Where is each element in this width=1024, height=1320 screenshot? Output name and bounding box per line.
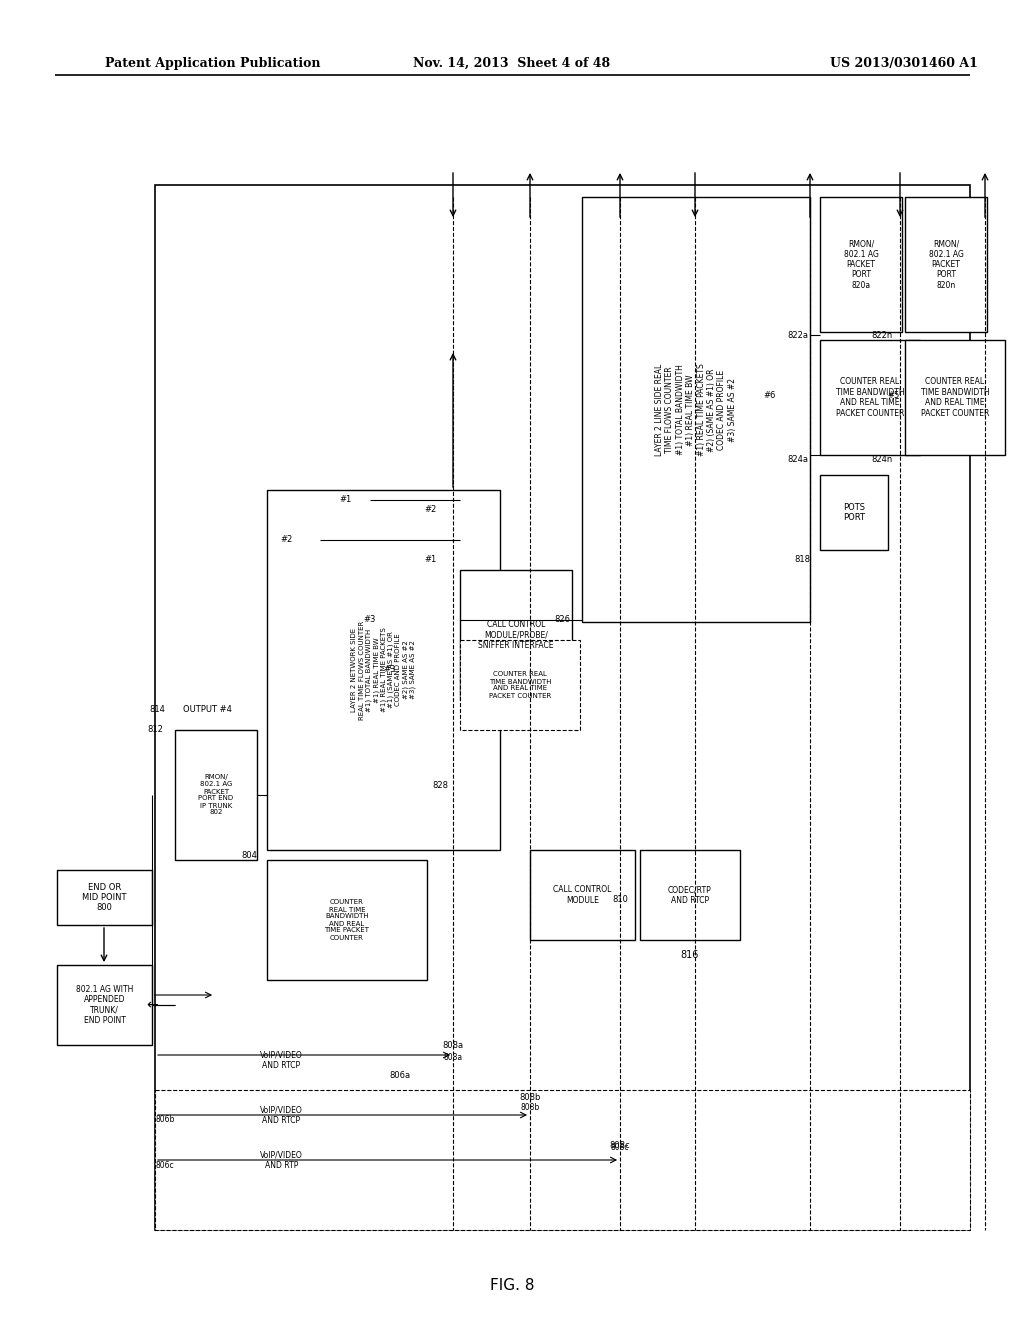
Text: RMON/
802.1 AG
PACKET
PORT
820a: RMON/ 802.1 AG PACKET PORT 820a — [844, 239, 879, 290]
Text: COUNTER
REAL TIME
BANDWIDTH
AND REAL
TIME PACKET
COUNTER: COUNTER REAL TIME BANDWIDTH AND REAL TIM… — [325, 899, 370, 940]
Text: 824n: 824n — [871, 455, 893, 465]
Text: #3: #3 — [384, 665, 396, 675]
Text: #5: #5 — [887, 391, 899, 400]
Text: 808b: 808b — [519, 1093, 541, 1102]
Text: 808c: 808c — [610, 1143, 630, 1152]
Text: 808b: 808b — [520, 1104, 540, 1113]
Text: 824a: 824a — [787, 455, 808, 465]
Text: 814: 814 — [150, 705, 165, 714]
Text: 812: 812 — [147, 726, 163, 734]
Text: #1: #1 — [424, 556, 436, 565]
Bar — [155, 1090, 970, 1230]
Text: US 2013/0301460 A1: US 2013/0301460 A1 — [830, 57, 978, 70]
Bar — [820, 197, 902, 333]
Text: Nov. 14, 2013  Sheet 4 of 48: Nov. 14, 2013 Sheet 4 of 48 — [414, 57, 610, 70]
Bar — [267, 861, 427, 979]
Text: 806c: 806c — [155, 1160, 174, 1170]
Text: RMON/
802.1 AG
PACKET
PORT
820n: RMON/ 802.1 AG PACKET PORT 820n — [929, 239, 964, 290]
Text: POTS
PORT: POTS PORT — [843, 503, 865, 523]
Text: FIG. 8: FIG. 8 — [489, 1278, 535, 1292]
Bar — [905, 197, 987, 333]
Text: #2: #2 — [424, 506, 436, 515]
Text: COUNTER REAL
TIME BANDWIDTH
AND REAL TIME
PACKET COUNTER: COUNTER REAL TIME BANDWIDTH AND REAL TIM… — [836, 378, 904, 417]
Text: CODEC/RTP
AND RTCP: CODEC/RTP AND RTCP — [668, 886, 712, 904]
Bar — [57, 870, 152, 925]
Text: LAYER 2 LINE SIDE REAL
TIME FLOWS COUNTER
#1) TOTAL BANDWIDTH
#1) REAL TIME BW
#: LAYER 2 LINE SIDE REAL TIME FLOWS COUNTE… — [655, 363, 737, 457]
Bar — [460, 570, 572, 700]
Text: 808a: 808a — [443, 1053, 463, 1063]
Text: #1: #1 — [339, 495, 351, 504]
Text: 826: 826 — [554, 615, 570, 624]
Text: #2: #2 — [280, 536, 292, 544]
Bar — [640, 850, 740, 940]
Bar — [57, 965, 152, 1045]
Text: END OR
MID POINT
800: END OR MID POINT 800 — [82, 883, 127, 912]
Text: 802.1 AG WITH
APPENDED
TRUNK/
END POINT: 802.1 AG WITH APPENDED TRUNK/ END POINT — [76, 985, 133, 1026]
Text: COUNTER REAL
TIME BANDWIDTH
AND REAL TIME
PACKET COUNTER: COUNTER REAL TIME BANDWIDTH AND REAL TIM… — [921, 378, 989, 417]
Text: 816: 816 — [681, 950, 699, 960]
Text: LAYER 2 NETWORK SIDE
REAL TIME FLOWS COUNTER
#1) TOTAL BANDWIDTH
#1) REAL TIME B: LAYER 2 NETWORK SIDE REAL TIME FLOWS COU… — [351, 620, 417, 719]
Bar — [267, 490, 500, 850]
Text: 822n: 822n — [871, 330, 893, 339]
Bar — [155, 185, 970, 1230]
Text: #6: #6 — [764, 391, 776, 400]
Text: OUTPUT #4: OUTPUT #4 — [183, 705, 231, 714]
Text: ←: ← — [146, 998, 158, 1012]
Text: COUNTER REAL
TIME BANDWIDTH
AND REAL TIME
PACKET COUNTER: COUNTER REAL TIME BANDWIDTH AND REAL TIM… — [488, 672, 551, 698]
Text: Patent Application Publication: Patent Application Publication — [105, 57, 321, 70]
Bar — [905, 341, 1005, 455]
Text: #3: #3 — [364, 615, 376, 624]
Bar — [175, 730, 257, 861]
Text: 818: 818 — [794, 556, 810, 565]
Text: 806b: 806b — [155, 1115, 174, 1125]
Text: RMON/
802.1 AG
PACKET
PORT END
IP TRUNK
802: RMON/ 802.1 AG PACKET PORT END IP TRUNK … — [199, 775, 233, 816]
Text: 806a: 806a — [389, 1071, 411, 1080]
Text: 822a: 822a — [787, 330, 808, 339]
Text: CALL CONTROL
MODULE/PROBE/
SNIFFER INTERFACE: CALL CONTROL MODULE/PROBE/ SNIFFER INTER… — [478, 620, 554, 649]
Bar — [582, 197, 810, 622]
Text: VoIP/VIDEO
AND RTCP: VoIP/VIDEO AND RTCP — [260, 1051, 303, 1069]
Text: 828: 828 — [432, 780, 449, 789]
Bar — [820, 341, 920, 455]
Text: VoIP/VIDEO
AND RTCP: VoIP/VIDEO AND RTCP — [260, 1105, 303, 1125]
Bar — [460, 640, 580, 730]
Text: VoIP/VIDEO
AND RTP: VoIP/VIDEO AND RTP — [260, 1150, 303, 1170]
Bar — [820, 475, 888, 550]
Text: 810: 810 — [612, 895, 628, 904]
Text: CALL CONTROL
MODULE: CALL CONTROL MODULE — [553, 886, 611, 904]
Text: 804: 804 — [241, 850, 257, 859]
Text: 808c: 808c — [609, 1140, 631, 1150]
Bar — [530, 850, 635, 940]
Text: 808a: 808a — [442, 1040, 464, 1049]
